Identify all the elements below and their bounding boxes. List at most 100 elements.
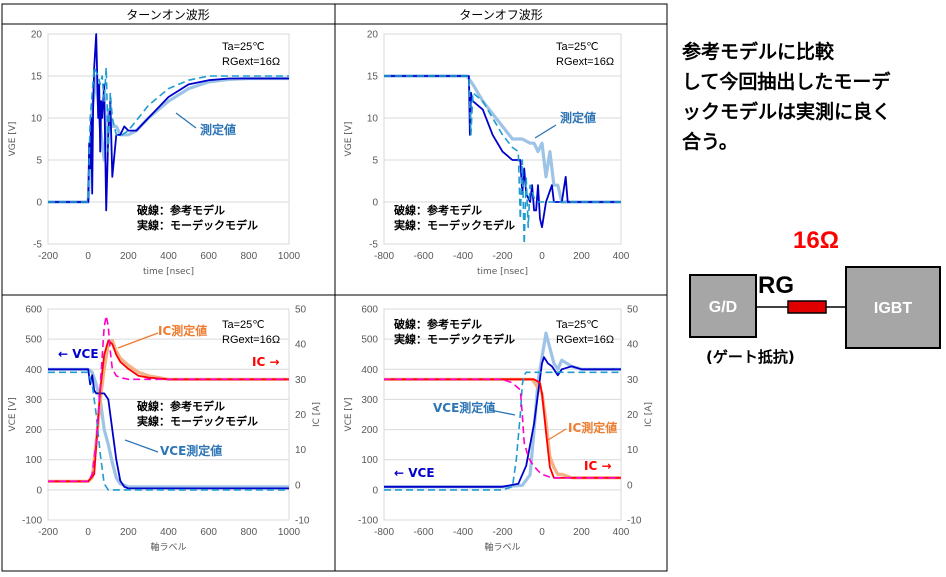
series-line-measured bbox=[48, 367, 289, 489]
x-tick-label: -600 bbox=[413, 251, 433, 262]
y-tick-label: 5 bbox=[36, 156, 42, 167]
y-tick-label: -100 bbox=[358, 516, 378, 527]
condition-ta: Ta=25℃ bbox=[222, 41, 265, 53]
condition-ta: Ta=25℃ bbox=[222, 319, 265, 331]
series-line-ref-red bbox=[384, 378, 621, 479]
x-tick-label: -200 bbox=[492, 251, 512, 262]
y-tick-label: 0 bbox=[372, 198, 378, 209]
series-line-model bbox=[384, 356, 621, 488]
x-tick-label: 200 bbox=[573, 251, 590, 262]
annotation-label: 測定値 bbox=[200, 122, 236, 137]
x-tick-label: -200 bbox=[38, 527, 58, 538]
legend-dashed-line: 破線：参考モデル bbox=[137, 203, 225, 217]
x-tick-label: -400 bbox=[453, 527, 473, 538]
y-tick-label: 600 bbox=[361, 305, 378, 316]
y2-tick-label: 30 bbox=[627, 375, 639, 386]
y-tick-label: -5 bbox=[369, 240, 378, 251]
gate-resistor-caption: (ゲート抵抗) bbox=[706, 348, 795, 366]
y-tick-label: 0 bbox=[36, 198, 42, 209]
rg-value: 16Ω bbox=[793, 227, 839, 254]
legend-dashed-line: 破線：参考モデル bbox=[394, 203, 482, 217]
y2-tick-label: 20 bbox=[627, 410, 639, 421]
annotation-label: VCE測定値 bbox=[160, 443, 222, 458]
y-tick-label: 0 bbox=[36, 485, 42, 496]
gate-driver-block bbox=[689, 274, 757, 338]
y2-tick-label: 10 bbox=[627, 445, 639, 456]
x-axis-title: 軸ラベル bbox=[484, 541, 520, 553]
y2-tick-label: 20 bbox=[295, 410, 307, 421]
y2-tick-label: 50 bbox=[295, 305, 307, 316]
header-turn-on: ターンオン波形 bbox=[126, 8, 209, 22]
series-line-model bbox=[48, 33, 289, 212]
x-tick-label: 200 bbox=[120, 251, 137, 262]
y-tick-label: 0 bbox=[372, 485, 378, 496]
series-line-ref bbox=[48, 371, 289, 491]
annotation-arrow bbox=[534, 124, 557, 139]
rg-label: RG bbox=[758, 272, 794, 299]
x-tick-label: 400 bbox=[613, 527, 630, 538]
x-tick-label: 200 bbox=[573, 527, 590, 538]
x-tick-label: 200 bbox=[120, 527, 137, 538]
y-tick-label: 200 bbox=[361, 425, 378, 436]
x-tick-label: -800 bbox=[374, 251, 394, 262]
side-note-line-1: 参考モデルに比較 bbox=[682, 40, 835, 63]
y-tick-label: 300 bbox=[25, 395, 42, 406]
annotation-label: 測定値 bbox=[560, 110, 596, 125]
y2-tick-label: 0 bbox=[627, 480, 633, 491]
x-tick-label: 0 bbox=[85, 251, 91, 262]
series-line-ref-red bbox=[48, 315, 289, 483]
x-tick-label: -200 bbox=[492, 527, 512, 538]
annotation-arrow bbox=[547, 428, 567, 441]
y-tick-label: 100 bbox=[361, 455, 378, 466]
annotation-arrow bbox=[175, 112, 197, 129]
x-tick-label: 800 bbox=[240, 251, 257, 262]
x-tick-label: 400 bbox=[613, 251, 630, 262]
series-line-ref bbox=[384, 75, 621, 245]
x-axis-title: time [nsec] bbox=[477, 267, 528, 277]
x-axis-title: 軸ラベル bbox=[150, 541, 186, 553]
y-axis-title: VCE [V] bbox=[344, 397, 354, 431]
y-tick-label: 5 bbox=[372, 156, 378, 167]
y-tick-label: -100 bbox=[22, 516, 42, 527]
annotation-label: ← VCE bbox=[58, 347, 99, 361]
y2-axis-title: IC [A] bbox=[644, 402, 654, 427]
y-tick-label: 500 bbox=[25, 335, 42, 346]
annotation-label: IC → bbox=[252, 355, 280, 369]
x-tick-label: 1000 bbox=[278, 527, 301, 538]
x-tick-label: -400 bbox=[453, 251, 473, 262]
x-tick-label: -800 bbox=[374, 527, 394, 538]
y-tick-label: 200 bbox=[25, 425, 42, 436]
igbt-block bbox=[845, 266, 941, 349]
condition-ta: Ta=25℃ bbox=[556, 41, 599, 53]
y2-tick-label: 0 bbox=[295, 480, 301, 491]
y-axis-title: VGE [V] bbox=[8, 122, 18, 157]
series-line-model bbox=[48, 368, 289, 490]
y-tick-label: 20 bbox=[367, 30, 379, 41]
series-line-measured bbox=[48, 74, 289, 204]
legend-dashed-line: 破線：参考モデル bbox=[394, 317, 482, 331]
y-axis-title: VGE [V] bbox=[344, 122, 354, 157]
gate-driver-label: G/D bbox=[709, 299, 737, 316]
condition-rgext: RGext=16Ω bbox=[222, 56, 280, 68]
x-tick-label: 0 bbox=[85, 527, 91, 538]
chart-vge-turn-on: -5 0 5 10 15 20 -200 0 200 400 600 800 1000 time [nse… bbox=[8, 30, 301, 278]
x-tick-label: -200 bbox=[38, 251, 58, 262]
y-tick-label: 300 bbox=[361, 395, 378, 406]
igbt-label: IGBT bbox=[874, 300, 912, 317]
condition-rgext: RGext=16Ω bbox=[556, 56, 614, 68]
y2-tick-label: 40 bbox=[627, 340, 639, 351]
annotation-label: VCE測定値 bbox=[433, 400, 495, 415]
legend-solid-line: 実線：モーデックモデル bbox=[394, 332, 515, 346]
annotation-label: IC測定値 bbox=[158, 323, 207, 338]
y-tick-label: 600 bbox=[25, 305, 42, 316]
y2-axis-title: IC [A] bbox=[312, 402, 322, 427]
x-tick-label: 0 bbox=[539, 527, 545, 538]
annotation-arrow bbox=[489, 409, 516, 416]
y2-tick-label: 40 bbox=[295, 340, 307, 351]
series-line-model bbox=[384, 75, 621, 229]
y-tick-label: 10 bbox=[367, 114, 379, 125]
condition-rgext: RGext=16Ω bbox=[556, 334, 614, 346]
x-tick-label: 400 bbox=[160, 251, 177, 262]
